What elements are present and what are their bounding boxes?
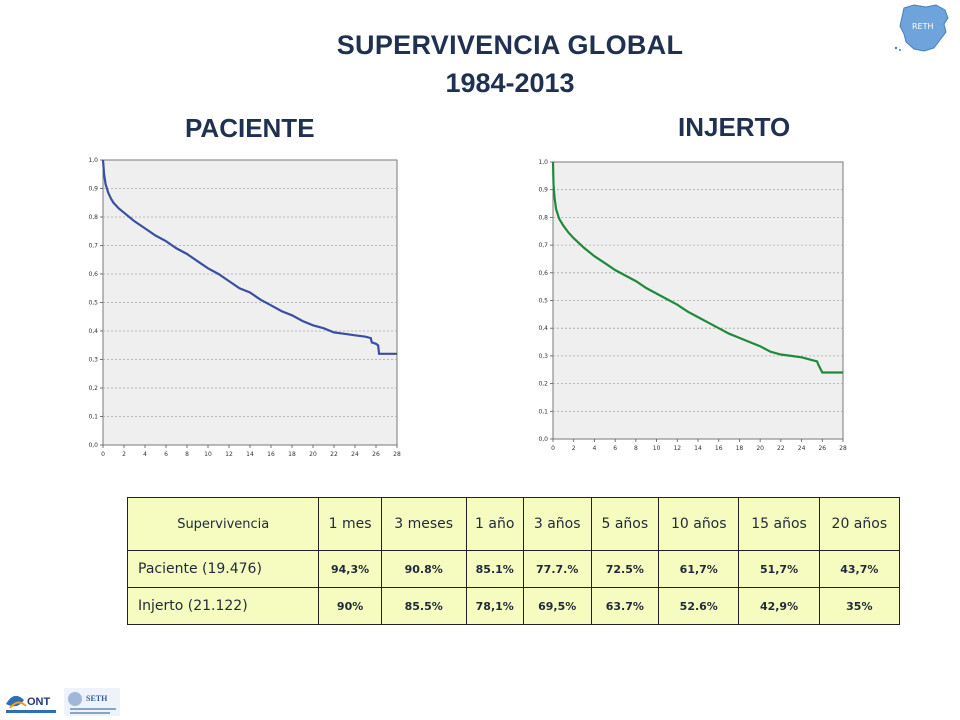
x-tick-label: 20 — [756, 445, 764, 452]
x-tick-label: 16 — [267, 451, 275, 458]
y-tick-label: 0,8 — [538, 214, 548, 221]
x-tick-label: 14 — [694, 445, 702, 452]
table-cell: 61,7% — [658, 550, 740, 588]
x-tick-label: 22 — [330, 451, 338, 458]
table-header-cell: 20 años — [818, 497, 901, 551]
table-row-injerto: Injerto (21.122) 90% 85.5% 78,1% 69,5% 6… — [126, 587, 901, 625]
x-tick-label: 24 — [351, 451, 359, 458]
row-label: Injerto (21.122) — [126, 587, 320, 625]
x-tick-label: 28 — [393, 451, 401, 458]
y-tick-label: 1,0 — [538, 159, 548, 166]
x-tick-label: 2 — [122, 451, 126, 458]
x-tick-label: 12 — [673, 445, 681, 452]
table-header-cell: 15 años — [738, 497, 820, 551]
x-tick-label: 10 — [204, 451, 212, 458]
table-cell: 52.6% — [658, 587, 740, 625]
page-title: SUPERVIVENCIA GLOBAL — [336, 30, 684, 60]
table-header-cell: 3 meses — [380, 497, 467, 551]
chart-title-paciente: PACIENTE — [185, 113, 315, 143]
x-tick-label: 0 — [551, 445, 555, 452]
page-subtitle-years: 1984-2013 — [445, 68, 575, 98]
y-tick-label: 0,0 — [538, 436, 548, 443]
y-tick-label: 0,1 — [88, 414, 98, 421]
y-tick-label: 1,0 — [88, 157, 98, 164]
table-header-cell: 3 años — [522, 497, 592, 551]
y-tick-label: 0,6 — [88, 271, 98, 278]
seth-logo-text: SETH — [86, 694, 108, 703]
x-tick-label: 28 — [839, 445, 847, 452]
table-header-cell: 1 mes — [318, 497, 382, 551]
table-cell: 35% — [818, 587, 901, 625]
y-tick-label: 0,8 — [88, 214, 98, 221]
y-tick-label: 0,2 — [538, 381, 548, 388]
table-cell: 90% — [318, 587, 382, 625]
table-cell: 63.7% — [590, 587, 660, 625]
x-tick-label: 20 — [309, 451, 317, 458]
x-tick-label: 26 — [372, 451, 380, 458]
x-tick-label: 16 — [715, 445, 723, 452]
table-header-cell: 10 años — [658, 497, 740, 551]
table-cell: 85.5% — [380, 587, 467, 625]
table-cell: 77.7.% — [522, 550, 592, 588]
y-tick-label: 0,4 — [538, 325, 548, 332]
y-tick-label: 0,2 — [88, 385, 98, 392]
table-cell: 78,1% — [465, 587, 524, 625]
table-cell: 42,9% — [738, 587, 820, 625]
y-tick-label: 0,3 — [538, 353, 548, 360]
table-row-paciente: Paciente (19.476) 94,3% 90.8% 85.1% 77.7… — [126, 550, 901, 588]
x-tick-label: 18 — [288, 451, 296, 458]
table-cell: 94,3% — [318, 550, 382, 588]
x-tick-label: 22 — [777, 445, 785, 452]
table-cell: 43,7% — [818, 550, 901, 588]
table-header-row: Supervivencia 1 mes 3 meses 1 año 3 años… — [126, 497, 901, 551]
x-tick-label: 0 — [101, 451, 105, 458]
y-tick-label: 0,0 — [88, 442, 98, 449]
y-tick-label: 0,4 — [88, 328, 98, 335]
x-tick-label: 10 — [653, 445, 661, 452]
survival-curve — [101, 159, 397, 355]
y-tick-label: 0,1 — [538, 408, 548, 415]
table-cell: 72.5% — [590, 550, 660, 588]
ont-logo-text: ONT — [27, 696, 51, 708]
y-tick-label: 0,5 — [88, 300, 98, 307]
x-tick-label: 4 — [593, 445, 597, 452]
y-tick-label: 0,5 — [538, 298, 548, 305]
x-tick-label: 8 — [185, 451, 189, 458]
x-tick-label: 12 — [225, 451, 233, 458]
y-tick-label: 0,9 — [538, 187, 548, 194]
table-header-cell: 1 año — [465, 497, 524, 551]
table-header-cell: Supervivencia — [126, 497, 320, 551]
x-tick-label: 6 — [613, 445, 617, 452]
x-tick-label: 8 — [634, 445, 638, 452]
table-cell: 69,5% — [522, 587, 592, 625]
survival-table: Supervivencia 1 mes 3 meses 1 año 3 años… — [126, 497, 901, 625]
row-label: Paciente (19.476) — [126, 550, 320, 588]
ont-seth-logos: ONT SETH — [2, 688, 120, 716]
y-tick-label: 0,7 — [88, 243, 98, 250]
x-tick-label: 2 — [572, 445, 576, 452]
survival-chart-paciente: 0,00,10,20,30,40,50,60,70,80,91,00 2 4 6 8 10… — [88, 157, 401, 458]
table-cell: 90.8% — [380, 550, 467, 588]
table-cell: 51,7% — [738, 550, 820, 588]
x-tick-label: 24 — [798, 445, 806, 452]
chart-title-injerto: INJERTO — [678, 112, 791, 142]
x-tick-label: 6 — [164, 451, 168, 458]
x-tick-label: 18 — [736, 445, 744, 452]
survival-curve — [551, 161, 843, 374]
y-tick-label: 0,3 — [88, 357, 98, 364]
y-tick-label: 0,7 — [538, 242, 548, 249]
y-tick-label: 0,6 — [538, 270, 548, 277]
x-tick-label: 14 — [246, 451, 254, 458]
x-tick-label: 4 — [143, 451, 147, 458]
reth-map-logo: RETH — [894, 4, 949, 52]
y-tick-label: 0,9 — [88, 186, 98, 193]
survival-chart-injerto: 0,00,10,20,30,40,50,60,70,80,91,00 2 4 6 8 10… — [538, 159, 847, 452]
x-tick-label: 26 — [818, 445, 826, 452]
reth-logo-text: RETH — [912, 22, 934, 31]
table-header-cell: 5 años — [590, 497, 660, 551]
table-cell: 85.1% — [465, 550, 524, 588]
